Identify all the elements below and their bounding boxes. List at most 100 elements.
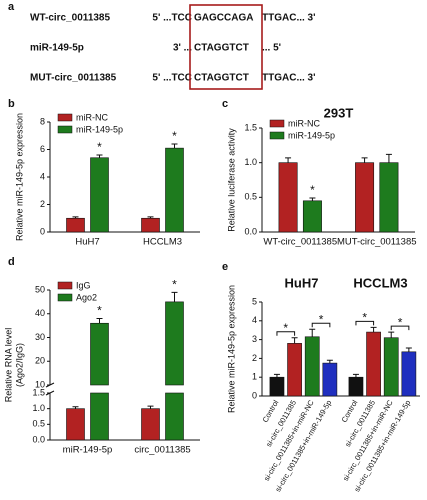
bar (366, 331, 381, 397)
bar (278, 162, 298, 233)
error-bar (96, 154, 103, 158)
bar (355, 162, 375, 233)
bar (269, 376, 285, 397)
y-tick-label: 0 (40, 226, 45, 236)
x-tick-label: HCCLM3 (143, 237, 182, 248)
error-bar (385, 153, 392, 163)
x-tick-label: HuH7 (75, 237, 99, 248)
bar (322, 362, 338, 397)
sequence-prefix: 5' ...TCC (152, 73, 192, 84)
legend-label: miR-NC (76, 112, 108, 122)
error-bar (388, 331, 395, 338)
y-tick-label: 0.5 (32, 419, 45, 429)
site-box (189, 4, 263, 90)
error-bar (96, 318, 103, 324)
y-tick-label: 4 (252, 315, 257, 325)
error-bar (72, 216, 79, 219)
bar (304, 336, 320, 397)
sequence-suffix: TTGAC... 3' (262, 73, 316, 84)
bar (90, 322, 109, 386)
bar (90, 392, 109, 441)
bar (383, 337, 399, 397)
bar (348, 376, 364, 397)
significance-label: * (319, 312, 324, 326)
sequence-suffix: TTGAC... 3' (262, 13, 316, 24)
y-tick-label: 5 (252, 296, 257, 306)
y-tick-label: 2 (252, 353, 257, 363)
x-tick-label: miR-149-5p (63, 445, 113, 456)
bar (287, 343, 302, 397)
panel-label: d (8, 256, 15, 268)
y-tick-label: 10 (35, 379, 45, 389)
bar (141, 408, 160, 441)
legend-swatch (57, 293, 73, 302)
x-tick-label: WT-circ_0011385 (263, 237, 337, 248)
legend-label: IgG (76, 280, 91, 290)
error-bar (361, 157, 368, 163)
significance-label: * (398, 315, 403, 329)
bar (90, 157, 109, 233)
y-tick-label: 50 (35, 284, 45, 294)
bar (66, 408, 85, 441)
error-bar (405, 347, 412, 352)
panel-label: b (8, 98, 15, 110)
y-tick-label: 2 (40, 199, 45, 209)
sequence-site: CTAGGTCT (194, 73, 249, 84)
significance-bracket (276, 331, 296, 336)
sequence-prefix: 3' ... (173, 43, 192, 54)
bar (379, 162, 399, 233)
sequence-panel: WT-circ_0011385 5' ...TCC GAGCCAGA TTGAC...… (30, 4, 316, 90)
y-tick-label: 0.5 (244, 192, 257, 202)
bar (165, 147, 184, 233)
legend-swatch (57, 281, 73, 290)
y-tick-label: 3 (252, 334, 257, 344)
significance-bracket (311, 322, 331, 328)
bar (66, 217, 85, 233)
y-tick-label: 0.0 (244, 226, 257, 236)
y-tick-label: 1.5 (32, 387, 45, 397)
legend-label: miR-NC (288, 118, 320, 128)
sequence-suffix: ... 5' (262, 43, 281, 54)
y-axis-label: Relative miR-149-5p expression (226, 285, 236, 413)
y-tick-label: 0.0 (32, 434, 45, 444)
error-bar (147, 216, 154, 219)
sequence-prefix: 5' ...TCC (152, 13, 192, 24)
sequence-name: WT-circ_0011385 (30, 13, 110, 24)
error-bar (309, 328, 316, 337)
y-tick-label: 6 (40, 144, 45, 154)
error-bar (309, 197, 316, 201)
legend-label: miR-149-5p (288, 130, 335, 140)
error-bar (171, 143, 178, 149)
y-tick-label: 1 (252, 372, 257, 382)
y-tick-label: 8 (40, 116, 45, 126)
error-bar (370, 326, 377, 333)
y-axis-label: Relative miR-149-5p expression (14, 113, 24, 241)
y-axis-label: Relative RNA level (3, 328, 13, 403)
y-tick-label: 40 (35, 308, 45, 318)
y-tick-label: 1.5 (244, 122, 257, 132)
error-bar (352, 373, 359, 378)
significance-label: * (283, 321, 288, 335)
y-axis-label: Relative luciferase activity (226, 128, 236, 232)
error-bar (285, 157, 292, 163)
panel-label: e (222, 261, 228, 273)
y-tick-label: 4 (40, 171, 45, 181)
error-bar (326, 359, 333, 364)
sequence-site: GAGCCAGA (194, 13, 253, 24)
legend-swatch (269, 119, 285, 128)
error-bar (147, 405, 154, 409)
y-tick-label: 1.0 (244, 157, 257, 167)
bar (141, 217, 160, 233)
sequence-name: miR-149-5p (30, 43, 84, 54)
significance-label: * (362, 311, 367, 325)
y-tick-label: 0 (252, 390, 257, 400)
y-tick-label: 1.0 (32, 403, 45, 413)
y-tick-label: 20 (35, 356, 45, 366)
significance-label: * (172, 278, 177, 292)
significance-bracket (355, 320, 375, 326)
bar (401, 351, 417, 397)
legend-label: Ago2 (76, 292, 97, 302)
significance-label: * (310, 183, 315, 197)
x-tick-label: MUT-circ_0011385 (337, 237, 417, 248)
bar (302, 200, 322, 233)
